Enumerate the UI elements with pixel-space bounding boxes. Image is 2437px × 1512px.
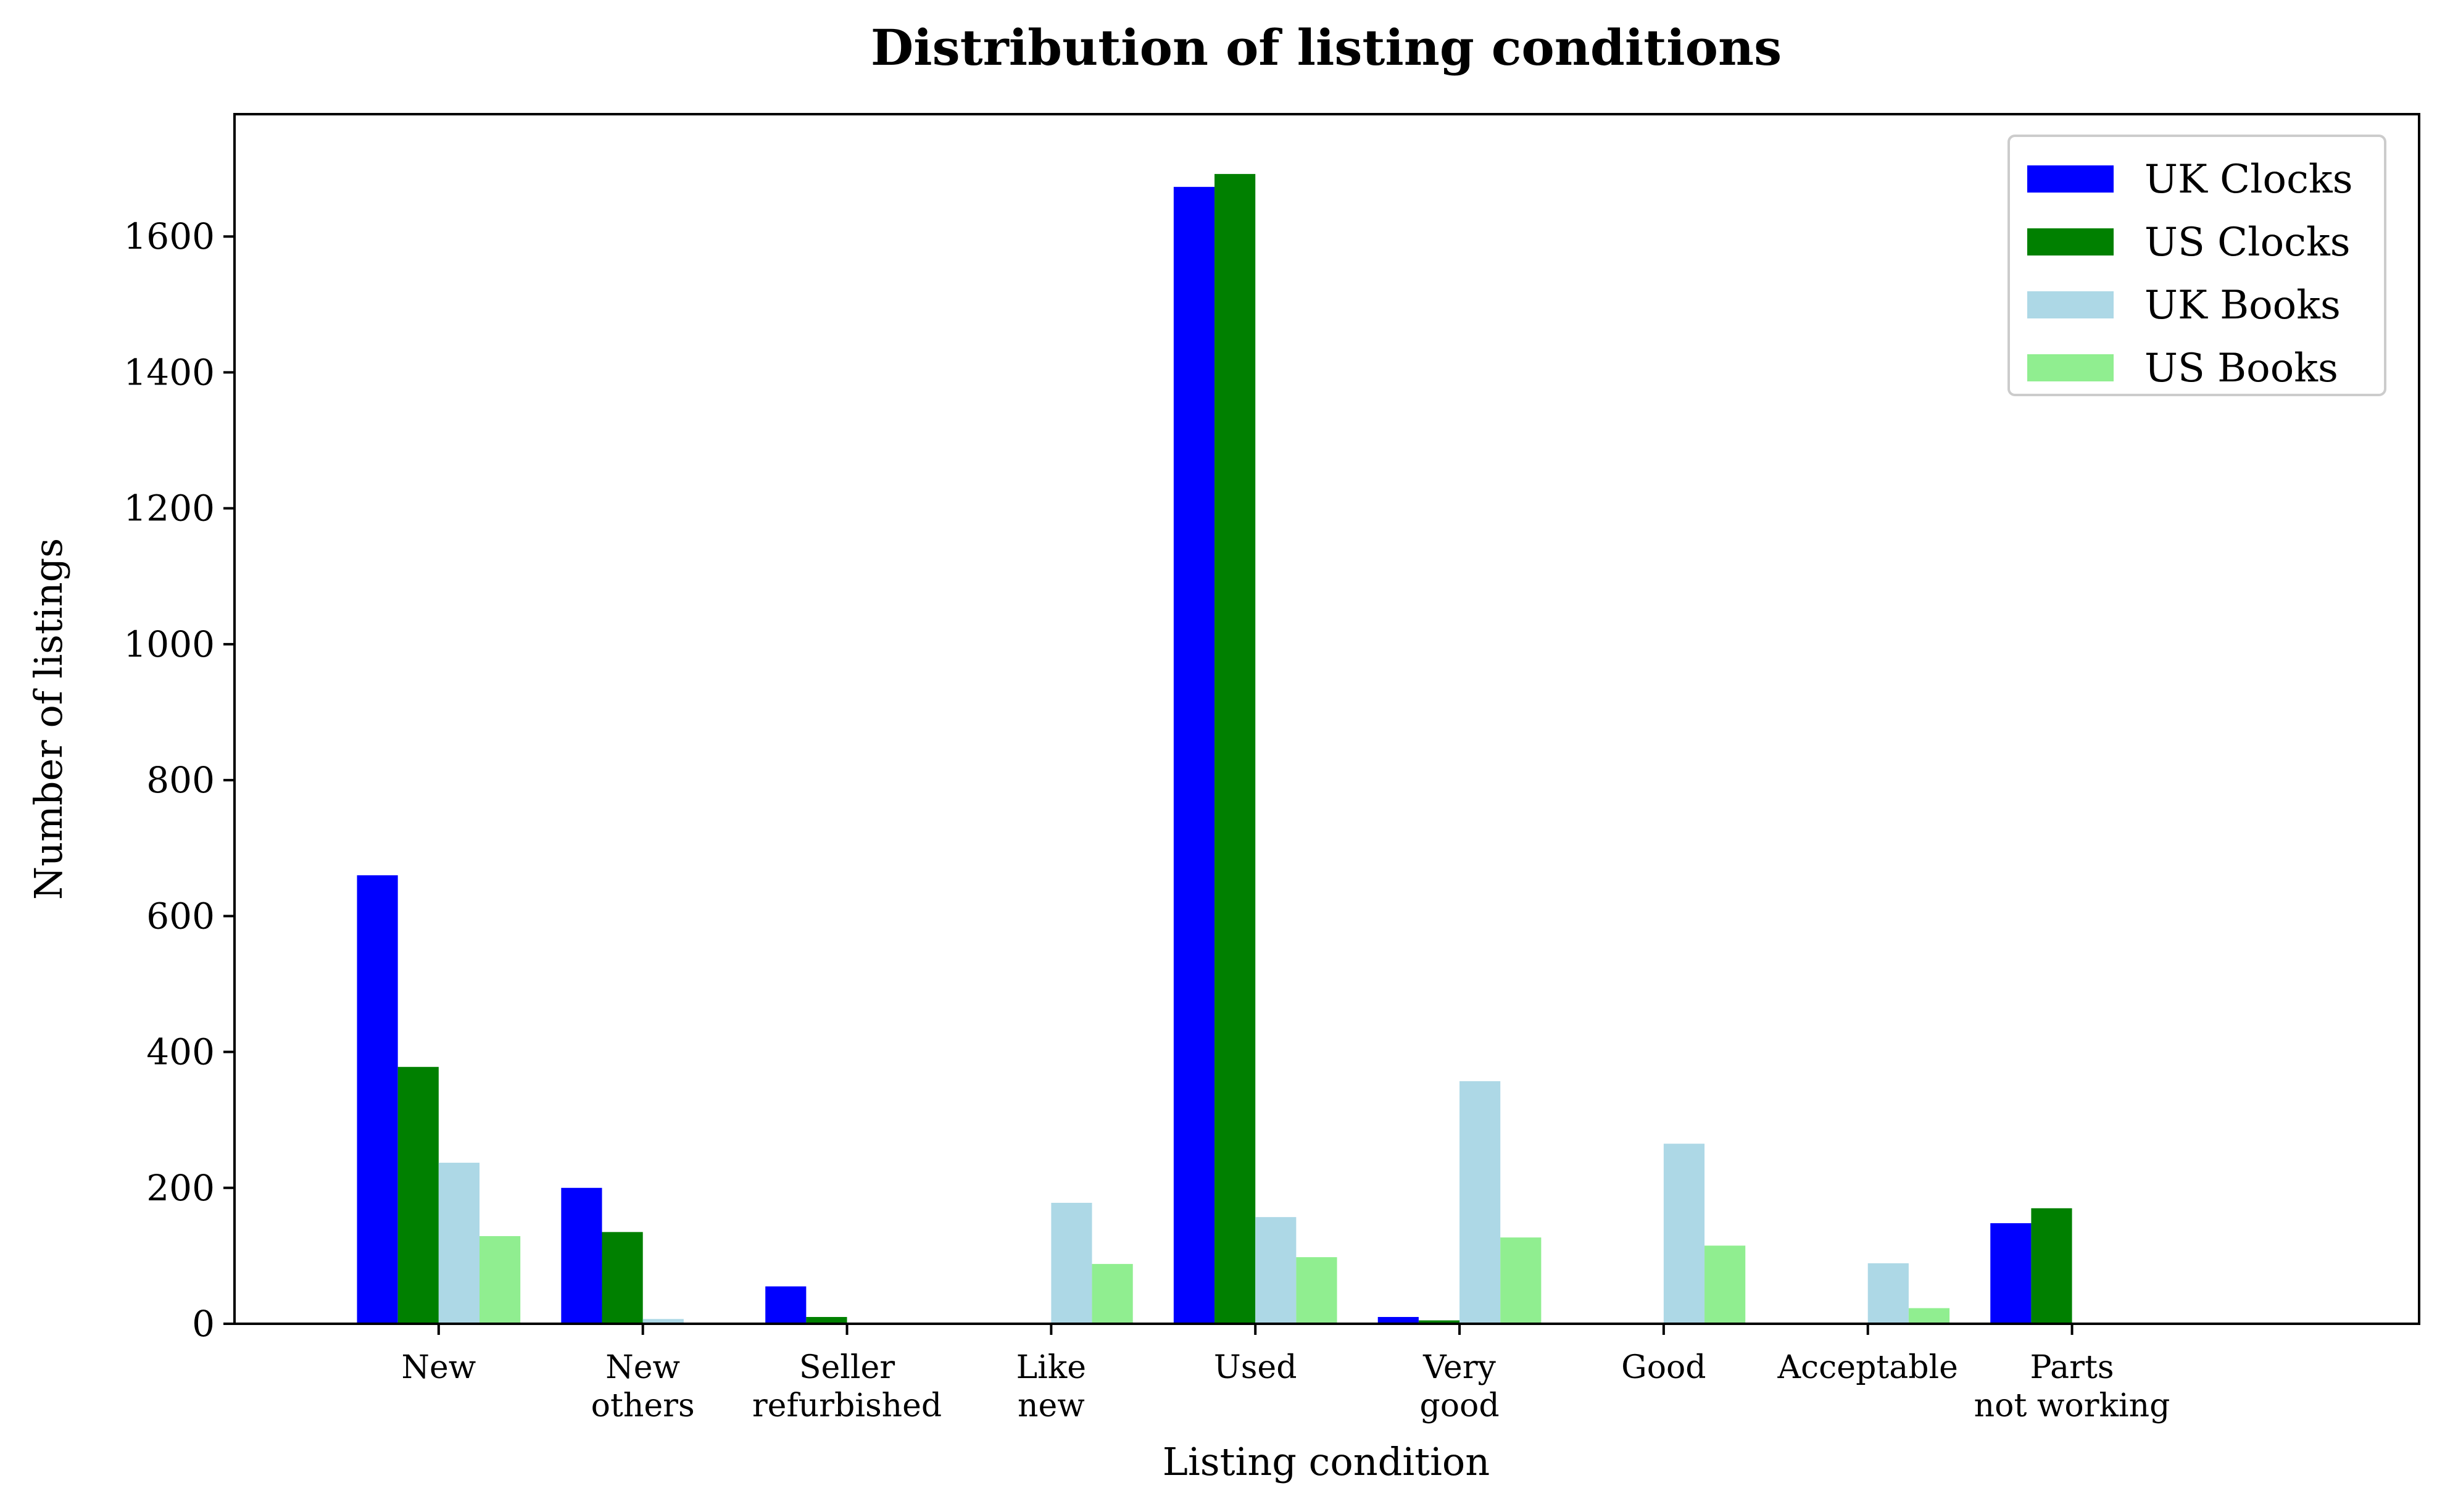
x-tick-label: Like new [1016,1349,1086,1424]
bar-uk-books-4 [1255,1217,1297,1324]
bar-uk-clocks-1 [561,1187,602,1324]
bar-us-clocks-5 [1418,1320,1460,1324]
bar-uk-books-5 [1459,1081,1501,1324]
bar-us-books-3 [1092,1264,1133,1324]
bar-uk-clocks-5 [1377,1316,1419,1324]
y-tick-label: 200 [146,1167,215,1209]
y-tick-label: 1400 [123,351,215,393]
y-tick-label: 1000 [123,623,215,665]
x-tick-label: Seller refurbished [752,1349,942,1424]
bar-uk-clocks-8 [1990,1223,2032,1324]
x-tick-label: New [401,1349,476,1386]
bar-uk-clocks-2 [765,1286,807,1324]
legend-label: US Clocks [2144,220,2351,265]
legend-swatch [2027,291,2114,318]
bar-us-books-0 [480,1236,521,1324]
legend-box [2007,135,2386,396]
x-tick-label: Very good [1419,1349,1499,1424]
bar-uk-books-7 [1867,1263,1909,1324]
legend-swatch [2027,165,2114,193]
x-tick-label: New others [591,1349,695,1424]
x-axis-label: Listing condition [1163,1439,1490,1484]
y-tick-label: 600 [146,895,215,937]
bar-uk-clocks-4 [1173,186,1215,1324]
y-tick-label: 400 [146,1031,215,1073]
bar-uk-books-1 [642,1319,684,1324]
x-tick-label: Good [1621,1349,1706,1386]
bar-us-clocks-4 [1214,173,1256,1324]
bar-uk-books-3 [1051,1203,1092,1324]
chart-title: Distribution of listing conditions [871,19,1782,77]
bar-uk-books-0 [438,1163,480,1324]
legend-swatch [2027,228,2114,255]
y-tick-label: 0 [192,1303,215,1345]
axes-group: 0 200 400 600 800 1000 1200 1400 1600 New New other… [123,113,2420,1424]
bar-uk-books-6 [1663,1144,1705,1324]
y-tick-label: 1200 [123,488,215,530]
bar-us-books-7 [1908,1308,1950,1324]
bar-us-clocks-8 [2031,1208,2072,1324]
bar-us-clocks-1 [602,1232,643,1324]
legend-swatch [2027,354,2114,381]
y-axis-label: Number of listings [26,538,71,900]
x-tick-label: Used [1214,1349,1297,1386]
x-tick-label: Acceptable [1777,1349,1958,1386]
y-tick-label: 1600 [123,215,215,257]
legend-label: UK Clocks [2144,157,2353,202]
plot-frame [233,113,2420,1325]
bar-us-clocks-2 [806,1316,847,1324]
legend-label: UK Books [2144,283,2341,328]
x-tick-label: Parts not working [1974,1349,2170,1424]
y-tick-label: 800 [146,759,215,801]
bars-group [357,173,2072,1324]
bar-us-books-6 [1704,1245,1746,1324]
legend: UK Clocks US Clocks UK Books US Books [2007,135,2386,396]
bar-us-books-4 [1296,1257,1337,1324]
bar-uk-clocks-0 [357,875,398,1324]
legend-label: US Books [2144,346,2338,391]
bar-us-clocks-0 [397,1066,439,1324]
bar-us-books-5 [1500,1237,1542,1324]
